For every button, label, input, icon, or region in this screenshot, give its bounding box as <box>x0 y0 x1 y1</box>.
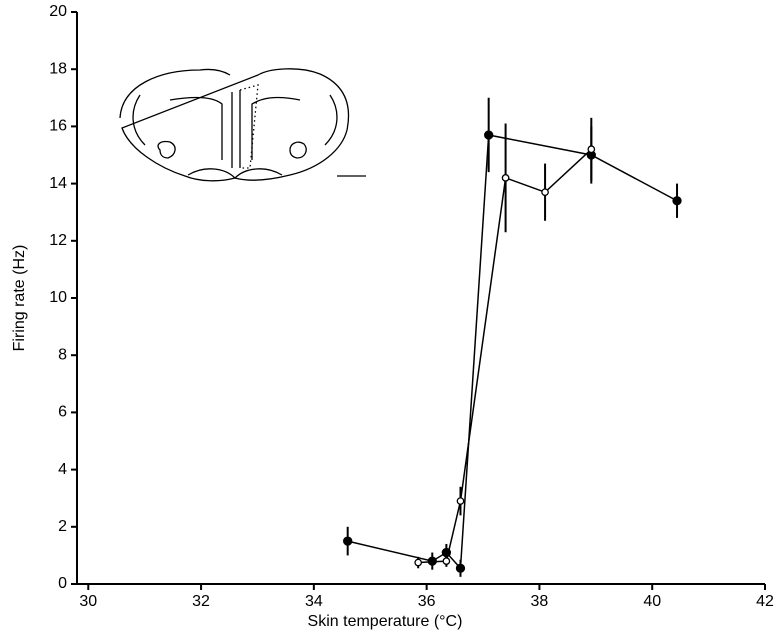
data-point <box>484 130 494 140</box>
x-tick-label: 40 <box>643 593 661 610</box>
y-tick-label: 20 <box>49 3 67 20</box>
data-point <box>541 188 549 197</box>
x-tick-label: 36 <box>418 593 436 610</box>
y-tick-label: 14 <box>49 175 67 192</box>
spinal-cord-section <box>119 68 366 182</box>
y-tick-label: 10 <box>49 289 67 306</box>
x-tick-label: 34 <box>305 593 323 610</box>
data-point <box>456 497 465 505</box>
x-tick-label: 32 <box>192 593 210 610</box>
y-tick-label: 12 <box>49 232 67 249</box>
y-tick-label: 8 <box>58 346 67 363</box>
data-point <box>414 558 423 567</box>
y-tick-label: 6 <box>58 404 67 421</box>
data-point <box>501 174 510 182</box>
data-point <box>672 196 682 206</box>
x-axis-label: Skin temperature (°C) <box>308 613 463 630</box>
data-point <box>455 563 466 573</box>
data-point <box>587 145 596 154</box>
y-tick-label: 4 <box>58 461 67 478</box>
x-tick-label: 30 <box>79 593 97 610</box>
series-line <box>347 134 678 571</box>
series-line <box>418 148 592 564</box>
x-tick-label: 42 <box>756 593 774 610</box>
y-tick-label: 2 <box>58 518 67 535</box>
y-tick-label: 0 <box>58 575 67 592</box>
y-tick-label: 16 <box>49 118 67 135</box>
data-point <box>343 536 353 546</box>
x-tick-label: 38 <box>531 593 549 610</box>
y-tick-label: 18 <box>49 60 67 77</box>
y-axis-label: Firing rate (Hz) <box>11 245 28 352</box>
data-point <box>442 557 451 565</box>
